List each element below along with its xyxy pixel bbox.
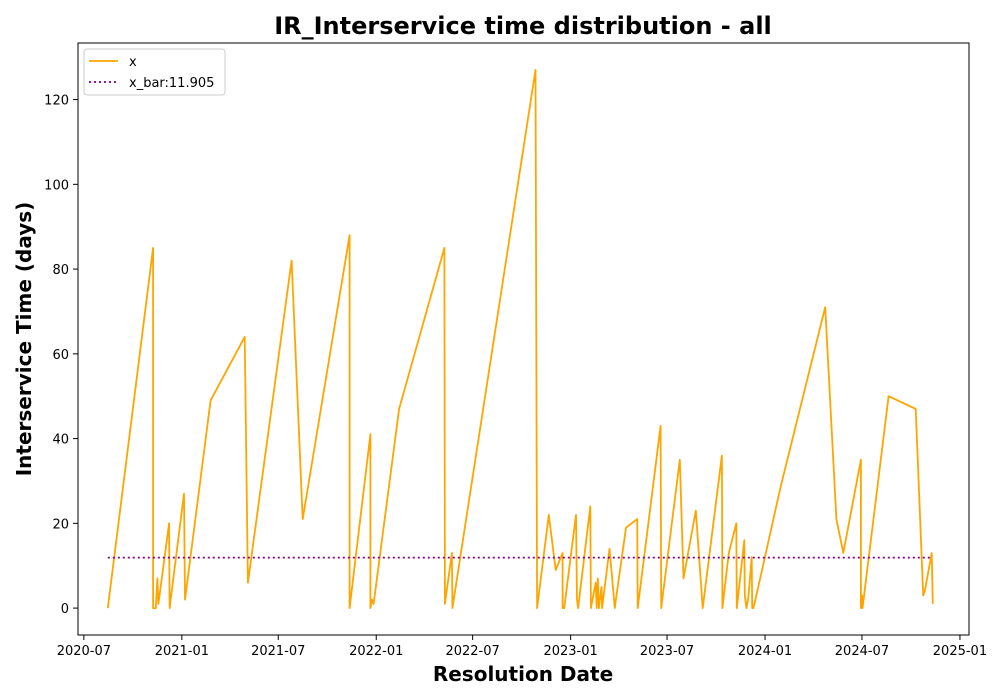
y-tick-label: 120 [44, 94, 69, 109]
legend-label-x: x [129, 55, 137, 70]
y-axis: 0 20 40 60 80 100 120 [44, 94, 78, 617]
x-tick-label: 2022-07 [445, 644, 499, 659]
y-tick-label: 40 [52, 433, 69, 448]
series-line-x [106, 69, 934, 609]
x-tick-label: 2023-01 [543, 644, 597, 659]
x-tick-label: 2021-07 [251, 644, 305, 659]
y-tick-label: 0 [61, 602, 69, 617]
legend-box [83, 48, 226, 96]
x-tick-label: 2025-01 [933, 644, 987, 659]
y-tick-label: 60 [52, 348, 69, 363]
chart-title: IR_Interservice time distribution - all [274, 12, 772, 40]
x-tick-label: 2022-01 [349, 644, 403, 659]
x-tick-label: 2023-07 [640, 644, 694, 659]
x-tick-label: 2024-01 [738, 644, 792, 659]
x-axis: 2020-07 2021-01 2021-07 2022-01 2022-07 2023-… [57, 635, 987, 659]
y-tick-label: 100 [44, 178, 69, 193]
plot-frame [77, 42, 970, 636]
legend: x x_bar:11.905 [83, 48, 226, 96]
x-tick-label: 2024-07 [835, 644, 889, 659]
plot-area [106, 69, 934, 609]
x-tick-label: 2020-07 [57, 644, 111, 659]
x-tick-label: 2021-01 [155, 644, 209, 659]
y-tick-label: 20 [52, 517, 69, 532]
x-axis-label: Resolution Date [433, 662, 613, 686]
y-tick-label: 80 [52, 263, 69, 278]
y-axis-label: Interservice Time (days) [12, 202, 36, 477]
legend-label-x-bar: x_bar:11.905 [129, 76, 214, 91]
